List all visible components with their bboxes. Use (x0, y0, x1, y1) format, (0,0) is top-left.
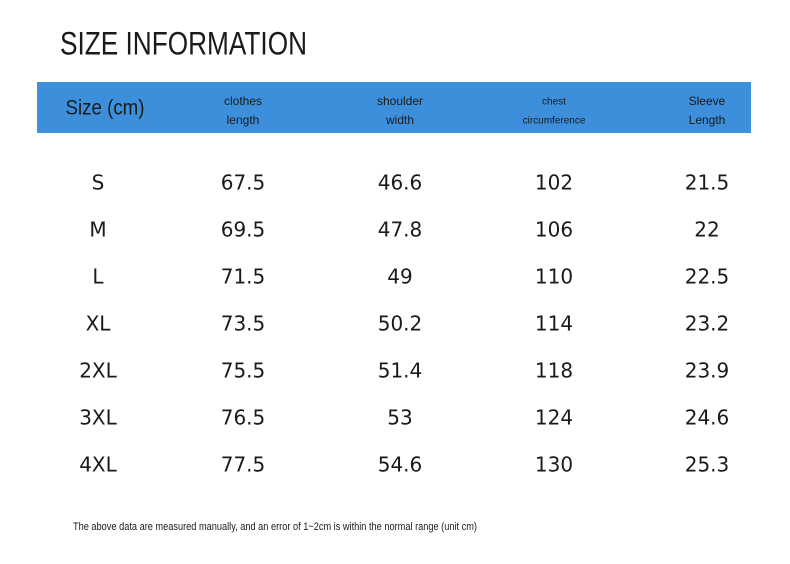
cell-value: 53 (387, 406, 412, 430)
size-label: 2XL (79, 359, 117, 383)
cell-value: 106 (535, 218, 573, 242)
cell-value: 47.8 (378, 218, 423, 242)
cell-value: 49 (387, 265, 412, 289)
cell-value: 75.5 (221, 359, 266, 383)
cell-value: 22 (694, 218, 719, 242)
cell-value: 50.2 (378, 312, 423, 336)
cell-value: 102 (535, 171, 573, 195)
cell-value: 73.5 (221, 312, 266, 336)
column-header: clothes (224, 94, 262, 108)
cell-value: 114 (535, 312, 573, 336)
column-header: width (385, 113, 414, 127)
column-header: Sleeve (689, 94, 726, 108)
cell-value: 21.5 (685, 171, 730, 195)
title: SIZE INFORMATION (60, 25, 307, 61)
cell-value: 22.5 (685, 265, 730, 289)
column-header: Size (cm) (66, 97, 145, 120)
column-header: length (227, 113, 260, 127)
cell-value: 46.6 (378, 171, 423, 195)
cell-value: 51.4 (378, 359, 423, 383)
cell-value: 130 (535, 453, 573, 477)
cell-value: 23.9 (685, 359, 730, 383)
cell-value: 77.5 (221, 453, 266, 477)
footnote: The above data are measured manually, an… (73, 521, 477, 533)
cell-value: 23.2 (685, 312, 730, 336)
size-label: M (89, 218, 106, 242)
size-label: 4XL (79, 453, 117, 477)
cell-value: 118 (535, 359, 573, 383)
header-bar (37, 82, 751, 133)
size-label: L (92, 265, 104, 289)
cell-value: 110 (535, 265, 573, 289)
cell-value: 54.6 (378, 453, 423, 477)
column-header: circumference (523, 116, 586, 127)
size-label: 3XL (79, 406, 117, 430)
cell-value: 69.5 (221, 218, 266, 242)
cell-value: 124 (535, 406, 573, 430)
cell-value: 24.6 (685, 406, 730, 430)
column-header: Length (689, 113, 726, 127)
cell-value: 71.5 (221, 265, 266, 289)
column-header: shoulder (377, 94, 423, 108)
cell-value: 76.5 (221, 406, 266, 430)
size-label: S (92, 171, 105, 195)
size-label: XL (86, 312, 112, 336)
cell-value: 25.3 (685, 453, 730, 477)
cell-value: 67.5 (221, 171, 266, 195)
column-header: chest (542, 97, 566, 108)
